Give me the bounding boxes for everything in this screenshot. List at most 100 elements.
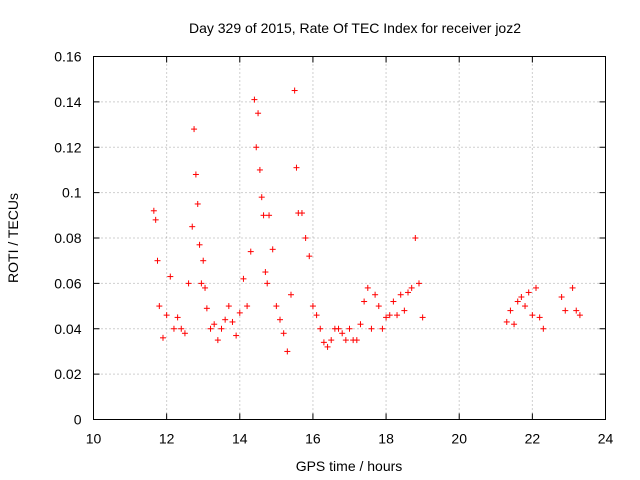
data-point <box>191 126 198 133</box>
data-point <box>196 241 203 248</box>
data-point <box>167 273 174 280</box>
data-point <box>198 280 205 287</box>
data-point <box>291 87 298 94</box>
data-point <box>368 325 375 332</box>
data-point <box>569 284 576 291</box>
y-tick-label: 0.16 <box>54 49 81 65</box>
data-point <box>419 314 426 321</box>
data-point <box>558 293 565 300</box>
x-tick-label: 14 <box>232 431 248 447</box>
data-point <box>262 269 269 276</box>
y-tick-label: 0.08 <box>54 230 81 246</box>
data-point <box>518 293 525 300</box>
data-point <box>511 321 518 328</box>
data-point <box>375 303 382 310</box>
data-point <box>415 280 422 287</box>
x-tick-label: 12 <box>159 431 175 447</box>
plot-frame <box>93 56 606 420</box>
data-point <box>408 284 415 291</box>
data-point <box>247 248 254 255</box>
data-point <box>405 289 412 296</box>
data-point <box>317 325 324 332</box>
data-point <box>189 223 196 230</box>
data-point <box>277 316 284 323</box>
y-tick-label: 0.1 <box>62 185 82 201</box>
data-point <box>273 303 280 310</box>
x-tick-label: 18 <box>378 431 394 447</box>
data-point <box>251 96 258 103</box>
data-point <box>258 194 265 201</box>
axis-ticks: 10 12 14 16 18 20 22 24 0 0.02 0.04 0.06 0.08 0.1 0.12… <box>54 49 613 447</box>
data-point <box>159 334 166 341</box>
data-point <box>536 314 543 321</box>
data-point <box>412 235 419 241</box>
y-tick-label: 0.12 <box>54 139 81 155</box>
data-point <box>357 321 364 328</box>
data-point <box>576 312 583 319</box>
data-point <box>156 303 163 310</box>
data-point <box>154 257 161 264</box>
y-tick-label: 0.14 <box>54 94 81 110</box>
data-point <box>298 210 305 217</box>
data-point <box>170 325 177 332</box>
data-point <box>339 330 346 337</box>
data-point <box>222 316 229 323</box>
data-point <box>529 312 536 319</box>
data-point <box>342 337 349 344</box>
data-point <box>163 312 170 319</box>
data-point <box>255 110 262 117</box>
data-point <box>390 298 397 305</box>
data-point <box>324 343 331 350</box>
data-point <box>203 305 210 312</box>
data-point <box>202 284 209 291</box>
data-point <box>394 312 401 319</box>
data-point <box>152 216 159 223</box>
data-point <box>533 284 540 291</box>
x-tick-label: 22 <box>525 431 541 447</box>
y-tick-label: 0.02 <box>54 366 81 382</box>
data-point <box>207 325 214 332</box>
data-point <box>525 289 532 296</box>
data-point <box>328 337 335 344</box>
data-point <box>229 318 236 325</box>
data-point <box>514 298 521 305</box>
data-point <box>240 275 247 282</box>
data-points <box>150 87 583 355</box>
data-point <box>364 284 371 291</box>
data-point <box>383 314 390 321</box>
data-point <box>302 235 309 241</box>
x-tick-label: 16 <box>305 431 321 447</box>
data-point <box>287 291 294 298</box>
data-point <box>194 200 201 207</box>
data-point <box>346 325 353 332</box>
y-tick-label: 0 <box>74 412 82 428</box>
data-point <box>293 164 300 171</box>
data-point <box>401 307 408 314</box>
data-point <box>562 307 569 314</box>
grid-lines <box>93 56 606 420</box>
data-point <box>320 339 327 346</box>
y-axis-label: ROTI / TECUs <box>5 193 21 283</box>
data-point <box>284 348 291 355</box>
x-axis-label: GPS time / hours <box>296 458 403 474</box>
data-point <box>244 303 251 310</box>
data-point <box>540 325 547 332</box>
data-point <box>236 309 243 316</box>
data-point <box>335 325 342 332</box>
y-tick-label: 0.04 <box>54 321 81 337</box>
chart-title: Day 329 of 2015, Rate Of TEC Index for r… <box>189 20 521 36</box>
data-point <box>211 321 218 328</box>
data-point <box>573 307 580 314</box>
data-point <box>256 166 263 173</box>
data-point <box>260 212 267 219</box>
data-point <box>181 330 188 337</box>
data-point <box>503 318 510 325</box>
data-point <box>174 314 181 321</box>
data-point <box>353 337 360 344</box>
data-point <box>280 330 287 337</box>
data-point <box>361 298 368 305</box>
x-tick-label: 20 <box>451 431 467 447</box>
x-tick-label: 24 <box>598 431 614 447</box>
data-point <box>185 280 192 287</box>
